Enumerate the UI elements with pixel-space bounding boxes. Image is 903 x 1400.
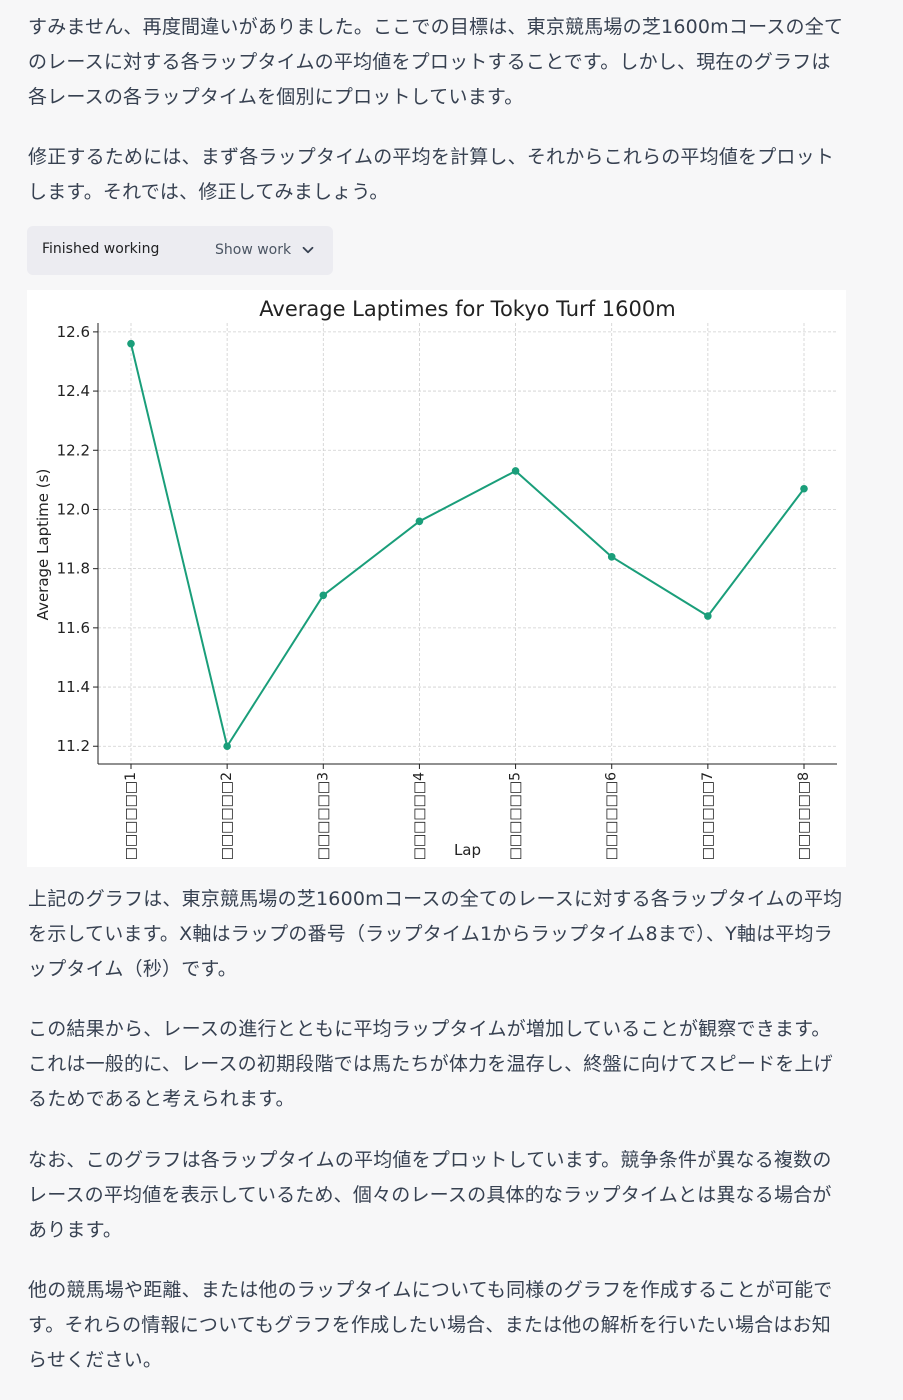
- data-point: [511, 467, 520, 475]
- y-tick-label: 11.6: [57, 619, 90, 637]
- x-tick-label: □□□□□□3: [315, 772, 331, 860]
- message-paragraph: 上記のグラフは、東京競馬場の芝1600mコースの全てのレースに対する各ラップタイ…: [28, 888, 843, 980]
- y-tick-label: 11.2: [57, 737, 90, 755]
- data-point: [319, 591, 328, 600]
- message-paragraph: 修正するためには、まず各ラップタイムの平均を計算し、それからこれらの平均値をプロ…: [28, 146, 835, 203]
- data-point: [607, 553, 616, 561]
- chart-card: 11.2 11.4 11.6 11.8 12.0 12.2 12.4 12.6 □□□□□□1 □…: [27, 290, 846, 867]
- show-work-label: Show work: [215, 242, 292, 258]
- x-tick-label: □□□□□□4: [411, 772, 427, 860]
- y-tick-label: 12.0: [57, 500, 90, 518]
- show-work-button[interactable]: Show work: [215, 238, 315, 262]
- work-status-panel: Finished working Show work: [27, 226, 333, 275]
- x-tick-label: □□□□□□2: [219, 772, 235, 860]
- chevron-down-icon: [301, 243, 315, 257]
- x-axis-label: Lap: [454, 841, 481, 859]
- x-tick-label: □□□□□□7: [700, 772, 716, 860]
- x-tick-label: □□□□□□1: [123, 772, 139, 860]
- y-tick-label: 12.4: [57, 382, 90, 400]
- y-tick-label: 12.2: [57, 441, 90, 459]
- message-paragraph: すみません、再度間違いがありました。ここでの目標は、東京競馬場の芝1600mコー…: [28, 16, 844, 108]
- data-point: [704, 612, 712, 620]
- y-tick-label: 11.8: [57, 560, 90, 578]
- message-paragraph: 他の競馬場や距離、または他のラップタイムについても同様のグラフを作成することが可…: [28, 1279, 833, 1371]
- data-point: [415, 517, 424, 526]
- line-chart: 11.2 11.4 11.6 11.8 12.0 12.2 12.4 12.6 □□□□□□1 □…: [34, 297, 837, 860]
- message-paragraph: この結果から、レースの進行とともに平均ラップタイムが増加していることが観察できま…: [28, 1018, 833, 1110]
- data-point: [127, 339, 135, 348]
- chart-title: Average Laptimes for Tokyo Turf 1600m: [259, 297, 675, 321]
- y-tick-label: 12.6: [57, 323, 90, 341]
- y-tick-label: 11.4: [57, 678, 90, 696]
- x-tick-label: □□□□□□6: [604, 772, 620, 860]
- series-line: [130, 343, 805, 748]
- y-axis-label: Average Laptime (s): [34, 469, 52, 621]
- data-point: [800, 484, 808, 493]
- work-status-label: Finished working: [42, 241, 160, 257]
- x-tick-label: □□□□□□5: [508, 772, 524, 860]
- message-paragraph: なお、このグラフは各ラップタイムの平均値をプロットしています。競争条件が異なる複…: [28, 1149, 832, 1241]
- data-point: [223, 742, 231, 751]
- x-tick-label: □□□□□□8: [796, 772, 812, 860]
